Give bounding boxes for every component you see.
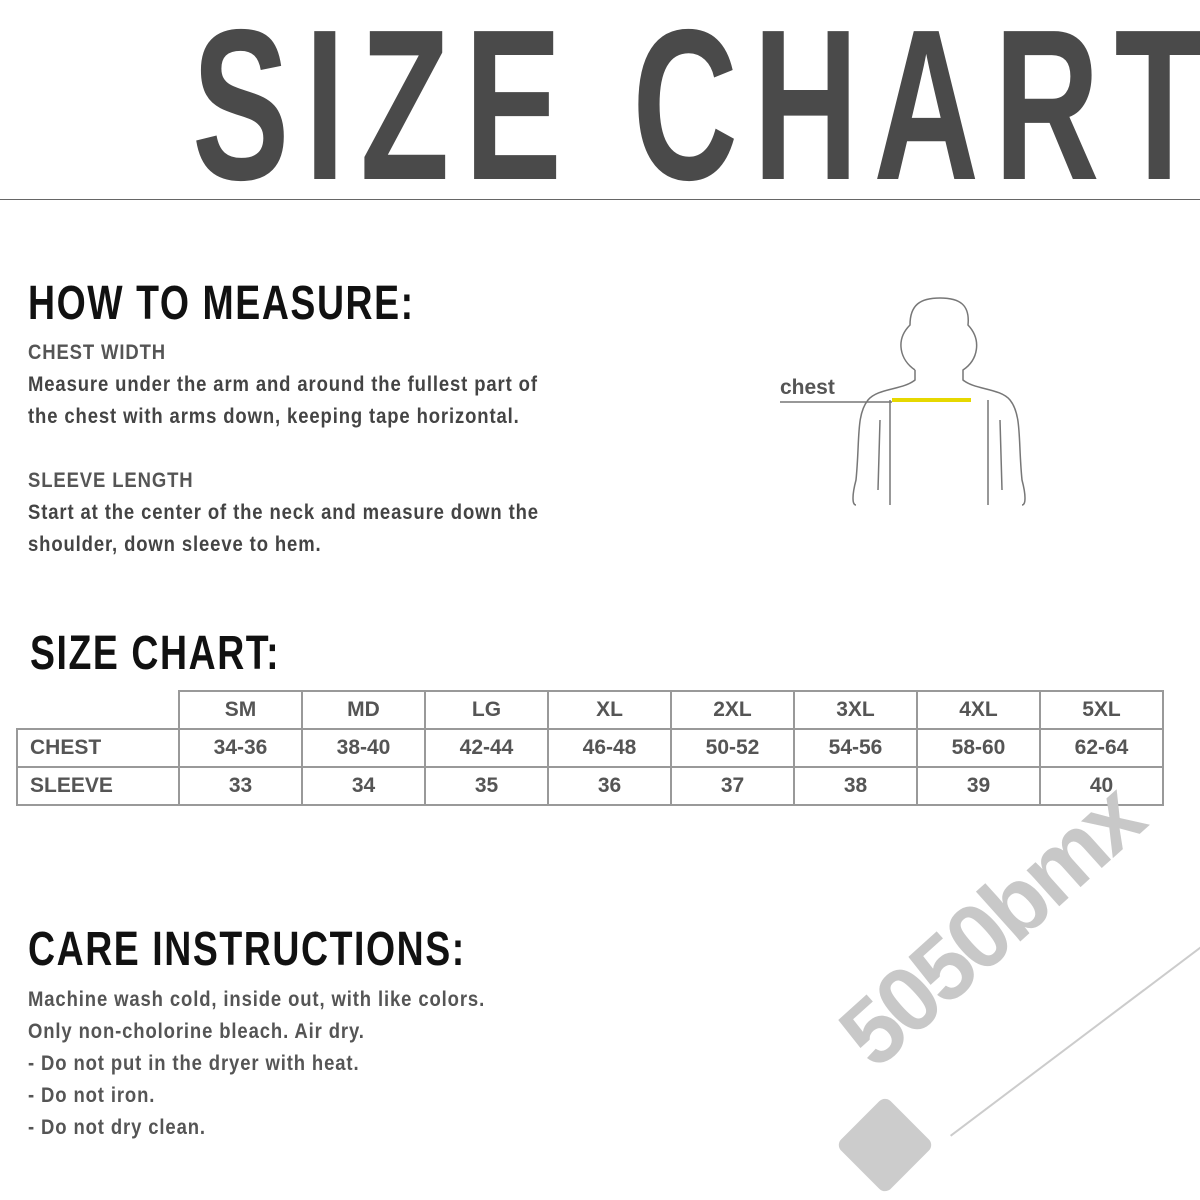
cell: 38-40 [301,728,426,768]
page-title: SIZE CHART [192,0,1200,225]
cell: 39 [916,766,1041,806]
row-label: CHEST [16,728,180,768]
care-heading: CARE INSTRUCTIONS: [28,923,466,976]
cell: 37 [670,766,795,806]
size-header: 3XL [793,690,918,730]
size-header: SM [178,690,303,730]
logo-badge-icon [835,1095,935,1195]
sleeve-length-title: SLEEVE LENGTH [28,469,194,492]
cell: 46-48 [547,728,672,768]
divider [0,199,1200,200]
table-header-row: SM MD LG XL 2XL 3XL 4XL 5XL [17,690,1164,730]
size-header: 2XL [670,690,795,730]
cell: 42-44 [424,728,549,768]
brand-logo: 5050bmx [820,765,1161,1087]
cell: 35 [424,766,549,806]
care-line: Only non-cholorine bleach. Air dry. [28,1020,365,1043]
size-header: LG [424,690,549,730]
blank-cell [17,691,180,730]
care-line: - Do not put in the dryer with heat. [28,1052,360,1075]
table-row: CHEST 34-36 38-40 42-44 46-48 50-52 54-5… [16,728,1164,768]
chest-width-title: CHEST WIDTH [28,341,167,364]
care-line: Machine wash cold, inside out, with like… [28,988,486,1011]
cell: 40 [1039,766,1164,806]
sleeve-text-2: shoulder, down sleeve to hem. [28,533,322,556]
cell: 58-60 [916,728,1041,768]
table-row: SLEEVE 33 34 35 36 37 38 39 40 [16,766,1164,806]
size-header: 4XL [916,690,1041,730]
row-label: SLEEVE [16,766,180,806]
care-line: - Do not iron. [28,1084,156,1107]
size-chart-heading: SIZE CHART: [30,627,281,680]
size-table: SM MD LG XL 2XL 3XL 4XL 5XL CHEST 34-36 … [16,690,1164,806]
chest-label: chest [780,376,835,399]
cell: 54-56 [793,728,918,768]
chest-text-1: Measure under the arm and around the ful… [28,373,538,396]
cell: 50-52 [670,728,795,768]
cell: 33 [178,766,303,806]
cell: 34-36 [178,728,303,768]
size-header: XL [547,690,672,730]
size-header: MD [301,690,426,730]
chest-text-2: the chest with arms down, keeping tape h… [28,405,520,428]
how-to-measure-heading: HOW TO MEASURE: [28,277,415,330]
size-header: 5XL [1039,690,1164,730]
cell: 38 [793,766,918,806]
cell: 62-64 [1039,728,1164,768]
sleeve-text-1: Start at the center of the neck and meas… [28,501,539,524]
cell: 36 [547,766,672,806]
tape-measure [892,398,971,402]
cell: 34 [301,766,426,806]
body-measure-diagram: chest [780,297,1026,506]
care-line: - Do not dry clean. [28,1116,206,1139]
